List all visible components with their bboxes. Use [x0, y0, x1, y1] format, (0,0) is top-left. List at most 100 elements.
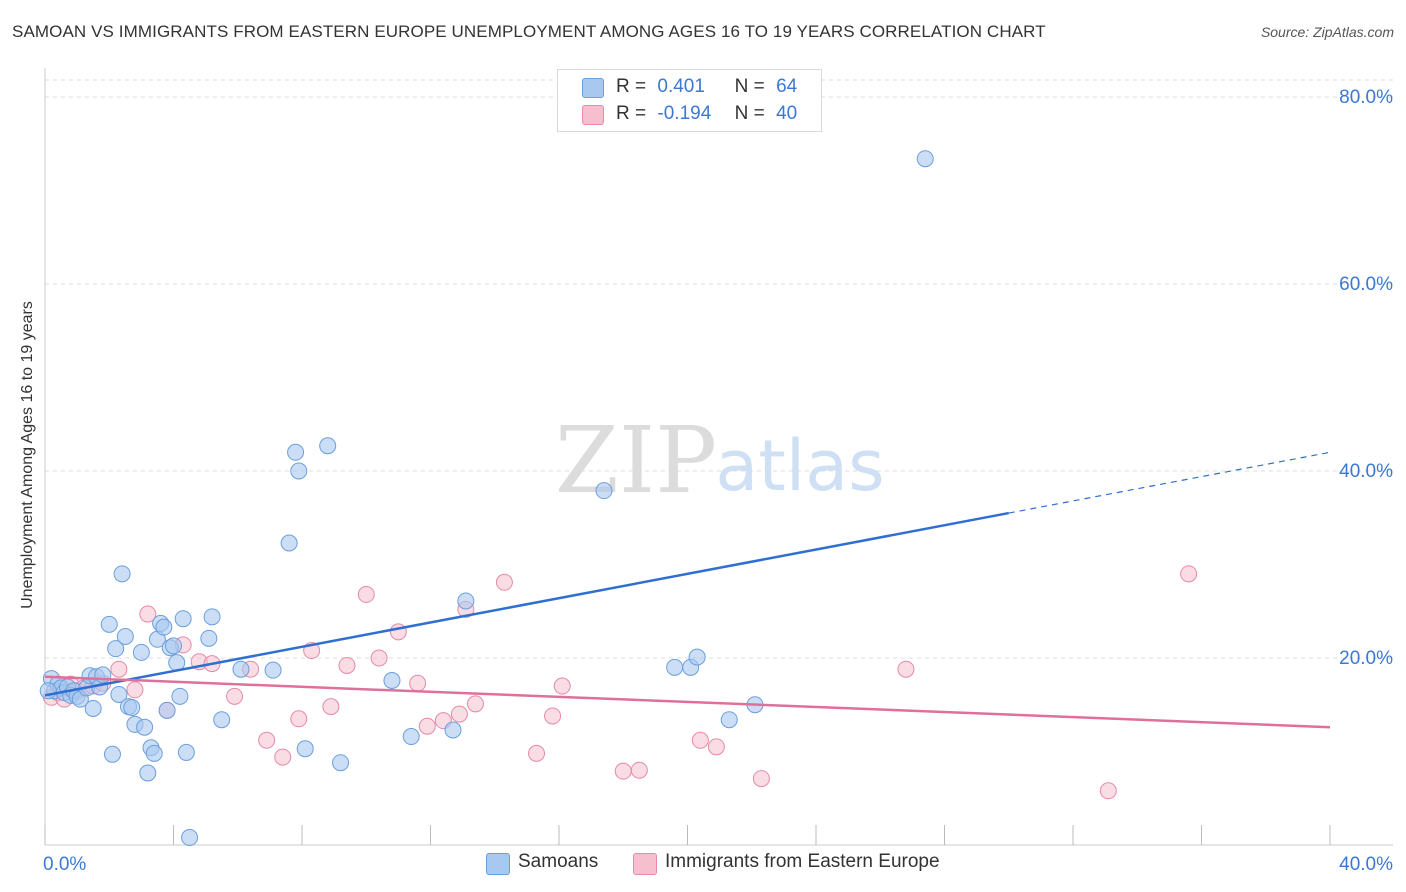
- samoan-point: [232, 660, 250, 678]
- samoan-point: [107, 640, 125, 658]
- eastern-europe-point: [338, 656, 356, 674]
- source-label: Source: ZipAtlas.com: [1260, 24, 1394, 40]
- chart-title: SAMOAN VS IMMIGRANTS FROM EASTERN EUROPE…: [12, 22, 1046, 41]
- legend-r-value: 0.401: [657, 76, 705, 97]
- samoan-point: [174, 610, 192, 628]
- samoan-point: [132, 643, 150, 661]
- legend-n-label: N =: [734, 103, 765, 124]
- y-tick-label: 20.0%: [1339, 648, 1393, 669]
- bottom-legend-swatch-eastern: [633, 853, 657, 875]
- samoan-point: [213, 711, 231, 729]
- eastern-europe-point: [274, 748, 292, 766]
- samoan-trend-line: [44, 511, 1009, 697]
- samoan-point: [203, 608, 221, 626]
- watermark-atlas: atlas: [715, 425, 884, 507]
- legend-swatch-samoan: [582, 78, 604, 98]
- x-tick-label: 40.0%: [1339, 854, 1393, 875]
- y-axis-label: Unemployment Among Ages 16 to 19 years: [19, 301, 36, 609]
- samoan-point: [720, 711, 738, 729]
- samoan-point: [383, 671, 401, 689]
- eastern-europe-point: [290, 710, 308, 728]
- samoan-point: [332, 754, 350, 772]
- legend-n-value: 40: [776, 103, 798, 124]
- eastern-europe-point: [466, 695, 484, 713]
- bottom-legend-label-eastern: Immigrants from Eastern Europe: [665, 851, 940, 872]
- correlation-legend: R = 0.401 N = 64 R = -0.194 N = 40: [557, 69, 822, 132]
- bottom-legend-swatch-samoan: [486, 853, 510, 875]
- eastern-europe-point: [691, 731, 709, 749]
- eastern-europe-point: [418, 717, 436, 735]
- x-tick-label: 0.0%: [43, 854, 86, 875]
- eastern-europe-point: [370, 649, 388, 667]
- samoan-point: [296, 740, 314, 758]
- eastern-europe-point: [630, 761, 648, 779]
- samoan-point: [402, 728, 420, 746]
- samoan-point: [165, 637, 182, 655]
- samoan-point: [123, 699, 141, 717]
- eastern-europe-point: [707, 738, 725, 756]
- samoan-point: [84, 699, 102, 717]
- samoan-point: [280, 534, 298, 552]
- samoan-point: [290, 462, 308, 480]
- samoan-point: [666, 658, 684, 676]
- eastern-europe-point: [139, 605, 157, 623]
- samoan-point: [595, 482, 613, 500]
- eastern-europe-point: [1099, 782, 1117, 800]
- eastern-europe-point: [544, 707, 562, 725]
- samoan-point: [39, 682, 57, 700]
- eastern-europe-point: [357, 585, 375, 603]
- eastern-europe-point: [226, 687, 244, 705]
- samoan-point: [110, 685, 128, 703]
- samoan-point: [444, 721, 462, 739]
- legend-text-samoan: R = 0.401 N = 64: [616, 76, 797, 98]
- eastern-europe-point: [1180, 565, 1198, 583]
- legend-n-value: 64: [776, 76, 798, 97]
- y-tick-label: 60.0%: [1339, 274, 1393, 295]
- samoan-point: [171, 687, 189, 705]
- eastern-europe-point: [495, 573, 513, 591]
- samoan-point: [319, 437, 337, 455]
- samoan-point: [116, 627, 134, 645]
- samoan-point: [200, 629, 218, 647]
- eastern-europe-point: [322, 698, 340, 716]
- samoan-points: [39, 150, 934, 847]
- samoan-point: [457, 592, 475, 610]
- samoan-point: [688, 648, 706, 666]
- y-tick-label: 80.0%: [1339, 87, 1393, 108]
- eastern-europe-point: [553, 677, 571, 695]
- samoan-point: [264, 661, 282, 679]
- samoan-point: [139, 764, 157, 782]
- eastern-europe-point: [126, 681, 144, 699]
- samoan-point: [113, 565, 131, 583]
- legend-text-eastern: R = -0.194 N = 40: [616, 103, 797, 125]
- trend-lines: [44, 451, 1331, 729]
- samoan-point: [177, 743, 195, 761]
- legend-r-label: R =: [616, 76, 647, 97]
- eastern-europe-point: [258, 731, 276, 749]
- eastern-europe-point: [614, 762, 632, 780]
- eastern-europe-point: [528, 744, 546, 762]
- tick-labels: 20.0% 40.0% 60.0% 80.0% 0.0% 40.0%: [43, 87, 1393, 875]
- watermark-zip: ZIP: [555, 407, 717, 514]
- eastern-europe-point: [897, 660, 915, 678]
- y-tick-label: 40.0%: [1339, 461, 1393, 482]
- samoan-point: [181, 829, 199, 847]
- samoan-point: [916, 150, 934, 168]
- eastern-europe-point: [110, 660, 128, 678]
- eastern-europe-point: [450, 705, 468, 723]
- legend-r-value: -0.194: [657, 103, 712, 124]
- bottom-legend-label-samoan: Samoans: [518, 851, 599, 872]
- samoan-point: [136, 718, 154, 736]
- samoan-point: [103, 745, 121, 763]
- samoan-point: [145, 744, 163, 762]
- eastern-europe-trend-line: [44, 675, 1331, 729]
- eastern-europe-point: [409, 674, 427, 692]
- samoan-point: [158, 701, 176, 719]
- legend-swatch-eastern: [582, 105, 604, 125]
- samoan-point: [155, 618, 173, 636]
- samoan-trend-extension: [1008, 451, 1331, 514]
- legend-n-label: N =: [734, 76, 765, 97]
- legend-r-label: R =: [616, 103, 647, 124]
- axes: [44, 68, 1393, 846]
